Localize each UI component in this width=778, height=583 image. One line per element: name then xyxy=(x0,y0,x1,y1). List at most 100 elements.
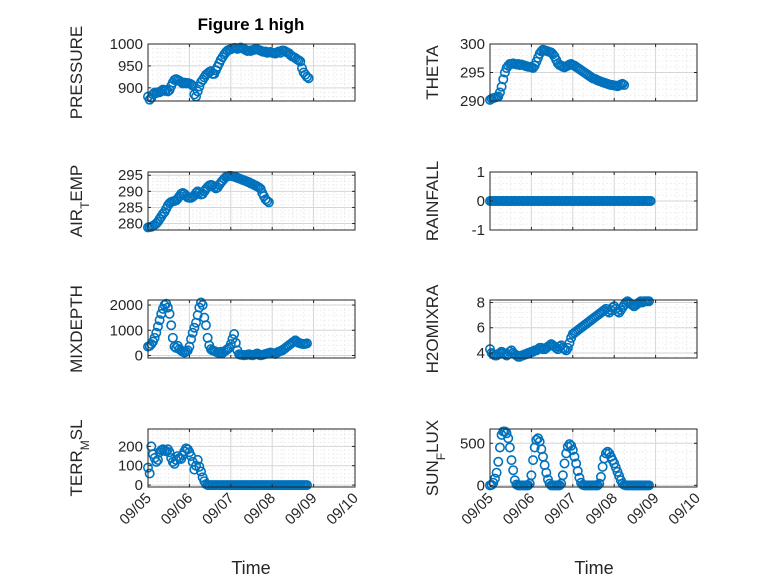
subplot-pressure: 900 950 1000 PRESSURE xyxy=(67,26,356,120)
subplot-h2omixra: 4 6 8 H2OMIXRA xyxy=(423,284,698,373)
data-point xyxy=(195,466,206,477)
data-point xyxy=(544,340,555,351)
data-point xyxy=(617,78,628,89)
data-point xyxy=(562,342,573,353)
data-point xyxy=(614,307,625,318)
y-axis-label: RAINFALL xyxy=(423,161,442,241)
data-point xyxy=(164,308,175,319)
data-point xyxy=(151,456,162,467)
data-point xyxy=(493,456,504,467)
data-point xyxy=(154,315,165,326)
data-point xyxy=(554,480,565,491)
data-point xyxy=(189,322,200,333)
data-point xyxy=(602,446,613,457)
axes-box xyxy=(147,299,356,359)
axes-box xyxy=(489,428,698,488)
data-point xyxy=(192,86,203,97)
data-point xyxy=(214,347,225,358)
data-point xyxy=(489,473,500,484)
y-tick-label: 8 xyxy=(477,295,485,312)
y-tick-label: 1 xyxy=(477,164,485,181)
y-tick-label: 295 xyxy=(460,65,485,82)
data-point xyxy=(569,451,580,462)
subplot-mixdepth: 0 1000 2000 MIXDEPTH xyxy=(67,285,356,373)
y-tick-label: 290 xyxy=(118,183,143,200)
x-axis-label-left: Time xyxy=(231,558,270,578)
data-point xyxy=(262,196,273,207)
data-point xyxy=(157,208,168,219)
y-axis-label: AIRTEMP xyxy=(67,165,92,238)
data-point xyxy=(225,339,236,350)
data-point xyxy=(491,467,502,478)
y-axis-label: SUNFLUX xyxy=(423,420,448,496)
data-point xyxy=(592,480,603,491)
data-point xyxy=(200,320,211,331)
data-point xyxy=(523,480,534,491)
data-point xyxy=(559,458,570,469)
y-tick-label: 0 xyxy=(135,477,143,494)
y-tick-label: 285 xyxy=(118,199,143,216)
figure-title: Figure 1 high xyxy=(198,15,305,34)
data-point xyxy=(157,84,168,95)
data-point xyxy=(526,470,537,481)
y-tick-label: 4 xyxy=(477,345,485,362)
y-tick-label: 0 xyxy=(477,193,485,210)
y-axis-label: MIXDEPTH xyxy=(67,285,86,373)
data-point xyxy=(151,327,162,338)
data-point xyxy=(149,332,160,343)
y-tick-label: 1000 xyxy=(110,322,143,339)
data-point xyxy=(506,455,517,466)
y-tick-label: 0 xyxy=(135,347,143,364)
data-point xyxy=(503,433,514,444)
y-tick-label: 900 xyxy=(118,80,143,97)
y-tick-label: 0 xyxy=(477,477,485,494)
data-point xyxy=(494,442,505,453)
data-point xyxy=(209,182,220,193)
y-tick-label: 950 xyxy=(118,58,143,75)
data-point xyxy=(197,300,208,311)
y-tick-label: 100 xyxy=(118,458,143,475)
y-tick-label: -1 xyxy=(472,222,485,239)
data-point xyxy=(617,302,628,313)
data-point xyxy=(541,467,552,478)
data-point xyxy=(301,338,312,349)
axes-box xyxy=(489,299,698,359)
y-tick-label: 1000 xyxy=(110,36,143,53)
data-point xyxy=(192,454,203,465)
y-axis-label: H2OMIXRA xyxy=(423,284,442,373)
data-point xyxy=(152,321,163,332)
data-point xyxy=(620,297,631,308)
y-tick-label: 290 xyxy=(460,93,485,110)
subplot-theta: 290 295 300 THETA xyxy=(423,36,698,110)
data-point xyxy=(187,327,198,338)
data-point xyxy=(528,455,539,466)
data-point xyxy=(567,445,578,456)
data-point xyxy=(643,480,654,491)
data-point xyxy=(303,73,314,84)
data-point xyxy=(301,71,312,82)
y-tick-label: 200 xyxy=(118,438,143,455)
data-point xyxy=(195,297,206,308)
data-point xyxy=(295,56,306,67)
data-point xyxy=(181,346,192,357)
y-tick-label: 6 xyxy=(477,320,485,337)
data-point xyxy=(166,320,177,331)
data-point xyxy=(594,478,605,489)
data-point xyxy=(215,346,226,357)
axes-box xyxy=(147,171,356,231)
data-point xyxy=(508,465,519,476)
x-axis-label-right: Time xyxy=(574,558,613,578)
y-axis-label: THETA xyxy=(423,45,442,100)
subplot-rainfall: -1 0 1 RAINFALL xyxy=(423,161,698,241)
data-point xyxy=(263,197,274,208)
data-point xyxy=(194,461,205,472)
data-point xyxy=(557,470,568,481)
data-point xyxy=(498,74,509,85)
y-axis-label: PRESSURE xyxy=(67,26,86,120)
data-point xyxy=(619,80,630,91)
data-point xyxy=(564,337,575,348)
axes-box xyxy=(147,428,356,488)
axes-box xyxy=(147,43,356,102)
